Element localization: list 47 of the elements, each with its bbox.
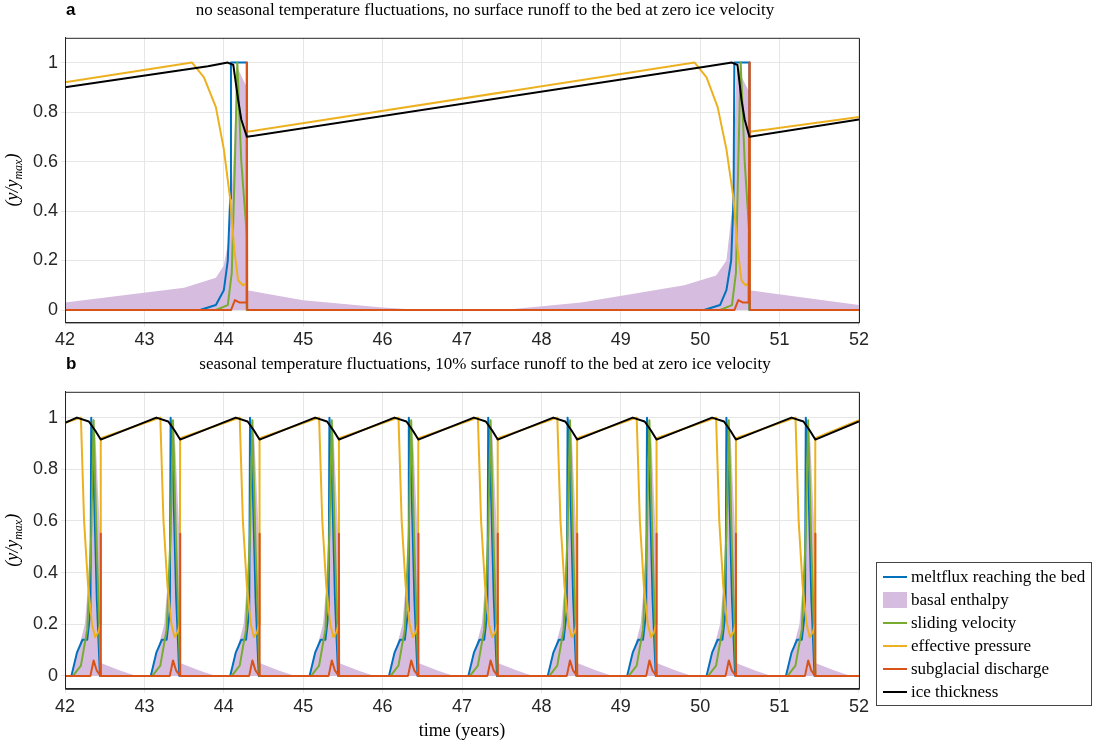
y-tick-label: 0: [48, 664, 59, 685]
x-tick-label: 47: [451, 695, 473, 716]
y-tick-label: 0.2: [32, 613, 59, 634]
x-tick-label: 46: [372, 695, 393, 716]
x-tick-label: 44: [213, 329, 234, 350]
legend-label: effective pressure: [911, 635, 1032, 656]
legend-label: basal enthalpy: [911, 589, 1009, 610]
y-axis-title: (y/ymax): [2, 513, 25, 567]
text: b: [66, 354, 77, 374]
y-tick-label: 0.8: [32, 458, 59, 479]
x-tick-label: 48: [531, 695, 552, 716]
x-tick-label: 50: [690, 329, 711, 350]
x-tick-label: 45: [293, 695, 314, 716]
legend-label: meltflux reaching the bed: [911, 566, 1086, 587]
y-tick-label: 1: [48, 51, 59, 72]
x-tick-label: 48: [531, 329, 552, 350]
x-tick-label: 47: [451, 329, 473, 350]
x-tick-label: 45: [293, 329, 314, 350]
y-tick-label: 1: [48, 406, 59, 427]
y-axis-title: (y/ymax): [2, 153, 25, 207]
chart-title: seasonal temperature fluctuations, 10% surface runoff to the bed at zero ice velocity: [198, 354, 772, 374]
legend-label: subglacial discharge: [911, 658, 1050, 679]
x-tick-label: 51: [769, 329, 790, 350]
x-tick-label: 44: [213, 695, 234, 716]
legend-label: sliding velocity: [911, 612, 1017, 633]
y-tick-label: 0.4: [32, 200, 59, 220]
x-tick-label: 50: [690, 695, 711, 716]
y-tick-label: 0.8: [32, 101, 59, 122]
y-tick-label: 0.6: [32, 150, 59, 171]
x-tick-label: 42: [55, 695, 76, 716]
x-tick-label: 46: [372, 329, 393, 350]
text: a: [66, 0, 76, 20]
x-tick-label: 52: [848, 329, 869, 350]
x-tick-label: 51: [769, 695, 790, 716]
y-tick-label: 0.2: [32, 249, 59, 270]
x-axis-title: time (years): [418, 719, 506, 741]
x-tick-label: 49: [610, 695, 631, 716]
x-tick-label: 43: [134, 695, 155, 716]
y-tick-label: 0.4: [32, 561, 59, 582]
x-tick-label: 43: [134, 329, 155, 350]
chart-title: no seasonal temperature fluctuations, no surface runoff to the bed at zero ice velocity: [194, 0, 776, 20]
y-tick-label: 0.6: [32, 509, 59, 530]
y-tick-label: 0: [48, 298, 59, 319]
x-tick-label: 52: [848, 695, 869, 716]
x-tick-label: 49: [610, 329, 631, 350]
x-tick-label: 42: [55, 329, 76, 350]
legend-label: ice thickness: [911, 681, 999, 702]
